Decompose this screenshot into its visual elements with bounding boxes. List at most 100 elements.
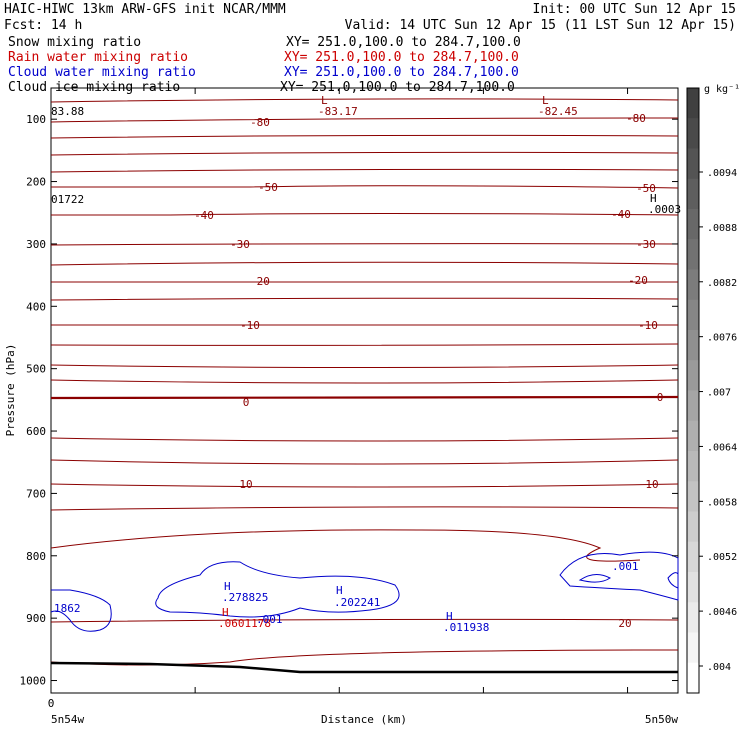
y-axis-tick-label: 900 — [26, 612, 46, 625]
y-axis-tick-label: 600 — [26, 425, 46, 438]
x-axis — [50, 88, 629, 693]
isotherm-lines — [50, 98, 679, 666]
isotherm-label: -20 — [250, 275, 270, 288]
high-value: .0003 — [648, 203, 681, 216]
y-axis-tick-label: 500 — [26, 363, 46, 376]
plot-frame — [50, 87, 679, 694]
low-marker: L — [542, 94, 549, 107]
isotherm-label: -80 — [250, 116, 270, 129]
high-value: .011938 — [443, 621, 489, 634]
y-axis-label: Pressure (hPa) — [4, 344, 17, 437]
field-cloudwater-label: Cloud water mixing ratio — [8, 65, 196, 80]
colorbar-swatch — [687, 632, 699, 664]
colorbar-level-label: .007 — [707, 388, 731, 399]
isotherm-label: 10 — [239, 478, 252, 491]
isotherm-line — [50, 324, 679, 326]
y-axis-tick-label: 200 — [26, 176, 46, 189]
colorbar-swatch — [687, 148, 699, 180]
isotherm-line — [50, 459, 679, 465]
colorbar-swatch — [687, 330, 699, 361]
field-snow-label: Snow mixing ratio — [8, 35, 141, 50]
high-marker: H — [336, 584, 343, 597]
isotherm-line — [50, 395, 679, 400]
isotherm-line — [50, 243, 679, 246]
isotherm-line — [50, 168, 679, 173]
colorbar-swatch — [687, 299, 699, 331]
isotherm-label: -30 — [636, 238, 656, 251]
isotherm-label: -50 — [636, 182, 656, 195]
header-title: HAIC-HIWC 13km ARW-GFS init NCAR/MMM — [4, 2, 286, 17]
contour-value: .001 — [612, 560, 639, 573]
cloud-water-contours — [50, 551, 679, 632]
extremum-value: 01722 — [51, 193, 84, 206]
header-valid: Valid: 14 UTC Sun 12 Apr 15 (11 LST Sun … — [345, 18, 736, 33]
low-marker: L — [321, 94, 328, 107]
isotherm-line — [50, 98, 679, 103]
isotherm-label: -40 — [611, 208, 631, 221]
high-marker: H — [224, 580, 231, 593]
y-axis-tick-label: 400 — [26, 300, 46, 313]
y-axis-tick-label: 800 — [26, 550, 46, 563]
isotherm-line — [50, 261, 679, 266]
isotherm-label: 0 — [657, 391, 664, 404]
colorbar-swatch — [687, 481, 699, 512]
colorbar-unit: g kg⁻¹ — [704, 84, 740, 95]
x-axis-start-label: 5n54w — [51, 713, 84, 726]
cloud-water-contour — [50, 589, 112, 632]
y-axis-tick-label: 700 — [26, 487, 46, 500]
colorbar-swatch — [687, 239, 699, 270]
isotherm-label: 20 — [618, 617, 631, 630]
isotherm-label: 10 — [645, 478, 658, 491]
colorbar-level-label: .0082 — [707, 278, 737, 289]
isotherm-label: 0 — [243, 396, 250, 409]
isotherm-line — [50, 134, 679, 139]
x-axis-end-label: 5n50w — [645, 713, 678, 726]
colorbar-level-label: .0094 — [707, 168, 737, 179]
extremum-value: 83.88 — [51, 105, 84, 118]
colorbar-level-label: .0058 — [707, 497, 737, 508]
isotherm-line — [50, 483, 679, 488]
high-value: .0601178 — [218, 617, 271, 630]
colorbar-swatch — [687, 541, 699, 573]
colorbar-swatch — [687, 209, 699, 240]
extrema-labels: L -83.17 L -82.45 83.88 01722 H .0003 H … — [51, 94, 681, 634]
colorbar-level-label: .004 — [707, 662, 731, 673]
isotherm-line — [50, 117, 679, 123]
high-marker: H — [222, 606, 229, 619]
isotherm-labels: -80 -80 -50 -50 -40 -40 -30 -30 -20 -20 … — [194, 112, 663, 630]
isotherm-line — [50, 364, 679, 368]
colorbar-swatch — [687, 360, 699, 391]
high-marker: H — [446, 610, 453, 623]
colorbar-level-label: .0046 — [707, 607, 737, 618]
cloud-water-contour — [155, 561, 400, 618]
low-value: -83.17 — [318, 105, 358, 118]
isotherm-label: -80 — [626, 112, 646, 125]
isotherm-label: -10 — [638, 319, 658, 332]
field-rain-xy: XY= 251.0,100.0 to 284.7,100.0 — [284, 50, 519, 65]
colorbar-level-label: .0076 — [707, 333, 737, 344]
colorbar-frame — [686, 87, 700, 694]
colorbar-swatch — [687, 118, 699, 149]
y-axis-tick-label: 100 — [26, 113, 46, 126]
colorbar-swatch — [687, 390, 699, 422]
cloud-water-contour — [559, 551, 679, 601]
contour-value: 1862 — [54, 602, 81, 615]
colorbar-swatch — [687, 451, 699, 482]
cloud-water-contour — [578, 574, 611, 583]
isotherm-label: -10 — [240, 319, 260, 332]
isotherm-label: -20 — [628, 274, 648, 287]
x-axis-label: Distance (km) — [321, 713, 407, 726]
high-value: .278825 — [222, 591, 268, 604]
colorbar-swatch — [687, 88, 699, 119]
colorbar-swatch — [687, 178, 699, 210]
colorbar-swatch — [687, 662, 699, 694]
isotherm-line — [51, 213, 679, 216]
low-value: -82.45 — [538, 105, 578, 118]
x-axis-tick-zero: 0 — [48, 697, 55, 710]
colorbar-swatch — [687, 269, 699, 301]
isotherm-label: -30 — [230, 238, 250, 251]
plot-area — [50, 87, 679, 694]
colorbar-swatch — [687, 572, 699, 603]
y-axis-tick-label: 300 — [26, 238, 46, 251]
